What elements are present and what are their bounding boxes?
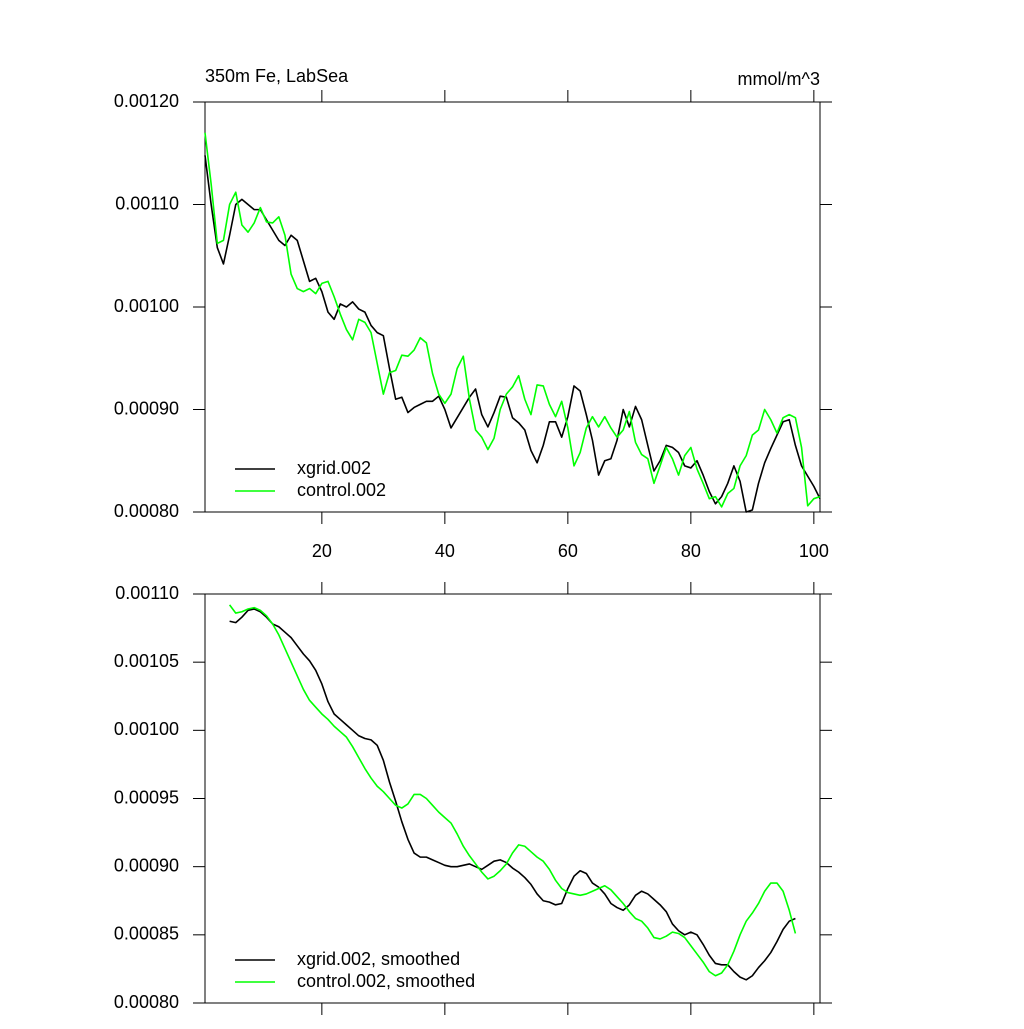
y-tick-label: 0.00100 [114, 296, 179, 316]
y-tick-label: 0.00110 [115, 193, 179, 213]
y-tick-label: 0.00105 [114, 651, 179, 671]
y-tick-label: 0.00085 [114, 924, 179, 944]
legend-label: control.002 [297, 480, 386, 500]
legend-label: xgrid.002 [297, 458, 371, 478]
y-tick-label: 0.00120 [114, 91, 179, 111]
legend-label: control.002, smoothed [297, 971, 475, 991]
y-tick-label: 0.00100 [114, 719, 179, 739]
x-tick-label: 20 [312, 541, 332, 561]
x-tick-label: 80 [681, 541, 701, 561]
x-tick-label: 40 [435, 541, 455, 561]
series-line [204, 132, 821, 508]
y-tick-label: 0.00080 [114, 501, 179, 521]
y-tick-label: 0.00095 [114, 787, 179, 807]
series-line [229, 608, 796, 981]
y-tick-label: 0.00110 [115, 583, 179, 603]
legend-label: xgrid.002, smoothed [297, 949, 460, 969]
series-line [228, 604, 797, 977]
units-label: mmol/m^3 [738, 69, 820, 89]
y-tick-label: 0.00090 [114, 855, 179, 875]
x-tick-label: 60 [558, 541, 578, 561]
y-tick-label: 0.00080 [114, 992, 179, 1012]
y-tick-label: 0.00090 [114, 398, 179, 418]
chart-title: 350m Fe, LabSea [205, 66, 349, 86]
x-tick-label: 100 [799, 541, 829, 561]
